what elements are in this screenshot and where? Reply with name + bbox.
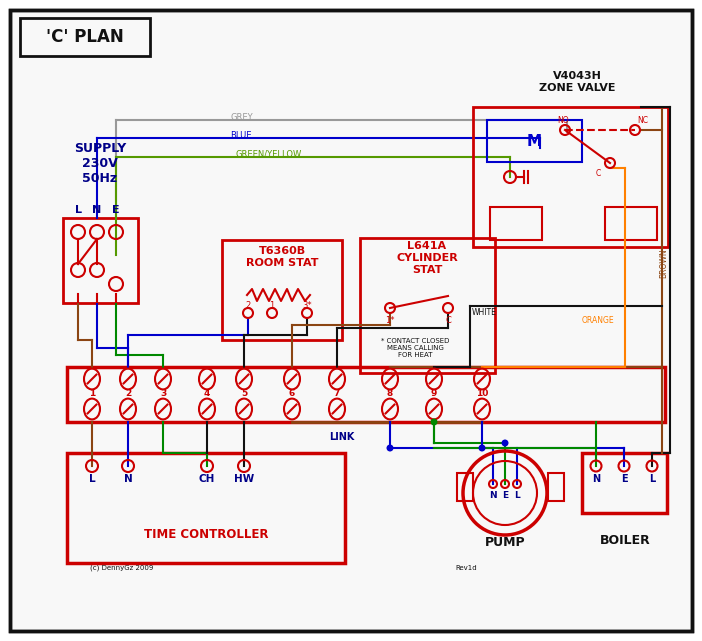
Text: 2: 2 — [125, 390, 131, 399]
Text: T6360B
ROOM STAT: T6360B ROOM STAT — [246, 246, 318, 268]
Text: 1: 1 — [270, 301, 274, 310]
Text: NC: NC — [637, 115, 649, 124]
Text: BROWN: BROWN — [659, 248, 668, 278]
Text: 5: 5 — [241, 390, 247, 399]
Text: E: E — [621, 474, 628, 484]
Circle shape — [479, 444, 486, 451]
Text: L641A
CYLINDER
STAT: L641A CYLINDER STAT — [396, 242, 458, 274]
Text: N: N — [93, 205, 102, 215]
Circle shape — [387, 444, 394, 451]
Text: L: L — [74, 205, 81, 215]
Text: TIME CONTROLLER: TIME CONTROLLER — [144, 528, 268, 540]
Text: BLUE: BLUE — [230, 131, 251, 140]
Text: 4: 4 — [204, 390, 210, 399]
Text: 10: 10 — [476, 390, 488, 399]
Bar — [63, 218, 138, 303]
Text: WHITE: WHITE — [472, 308, 497, 317]
Bar — [582, 453, 667, 513]
Text: N: N — [592, 474, 600, 484]
Text: 2: 2 — [246, 301, 251, 310]
Bar — [222, 240, 342, 340]
Circle shape — [501, 440, 508, 447]
Text: L: L — [649, 474, 655, 484]
Text: 8: 8 — [387, 390, 393, 399]
Text: N: N — [124, 474, 133, 484]
Text: N: N — [489, 492, 497, 501]
Text: 1: 1 — [89, 390, 95, 399]
Text: 3: 3 — [160, 390, 166, 399]
Bar — [67, 453, 345, 563]
Text: ORANGE: ORANGE — [582, 315, 615, 324]
Bar — [20, 18, 150, 56]
Text: BOILER: BOILER — [600, 533, 650, 547]
Text: 7: 7 — [334, 390, 340, 399]
Bar — [548, 473, 564, 501]
Text: * CONTACT CLOSED
MEANS CALLING
FOR HEAT: * CONTACT CLOSED MEANS CALLING FOR HEAT — [380, 338, 449, 358]
Text: PUMP: PUMP — [484, 535, 525, 549]
Text: 9: 9 — [431, 390, 437, 399]
Text: V4043H
ZONE VALVE: V4043H ZONE VALVE — [538, 71, 615, 93]
Text: GREY: GREY — [230, 113, 253, 122]
Text: HW: HW — [234, 474, 254, 484]
Circle shape — [430, 419, 437, 426]
Text: (c) DennyGz 2009: (c) DennyGz 2009 — [90, 565, 153, 571]
Text: L: L — [88, 474, 95, 484]
Text: 3*: 3* — [302, 301, 312, 310]
Bar — [487, 120, 582, 162]
Text: E: E — [502, 492, 508, 501]
Text: C: C — [445, 315, 451, 324]
Text: C: C — [595, 169, 601, 178]
Bar — [457, 473, 473, 501]
Text: M: M — [526, 133, 541, 149]
Bar — [473, 107, 668, 247]
Text: GREEN/YELLOW: GREEN/YELLOW — [235, 149, 301, 158]
Text: E: E — [112, 205, 120, 215]
Text: 'C' PLAN: 'C' PLAN — [46, 28, 124, 46]
Bar — [605, 207, 657, 240]
Bar — [67, 367, 665, 422]
Bar — [490, 207, 542, 240]
Bar — [360, 238, 495, 373]
Text: NO: NO — [557, 115, 569, 124]
Text: SUPPLY
230V
50Hz: SUPPLY 230V 50Hz — [74, 142, 126, 185]
Text: CH: CH — [199, 474, 216, 484]
Text: 1*: 1* — [385, 315, 395, 324]
Text: 6: 6 — [289, 390, 295, 399]
Text: Rev1d: Rev1d — [455, 565, 477, 571]
Text: LINK: LINK — [329, 432, 355, 442]
Text: L: L — [514, 492, 520, 501]
